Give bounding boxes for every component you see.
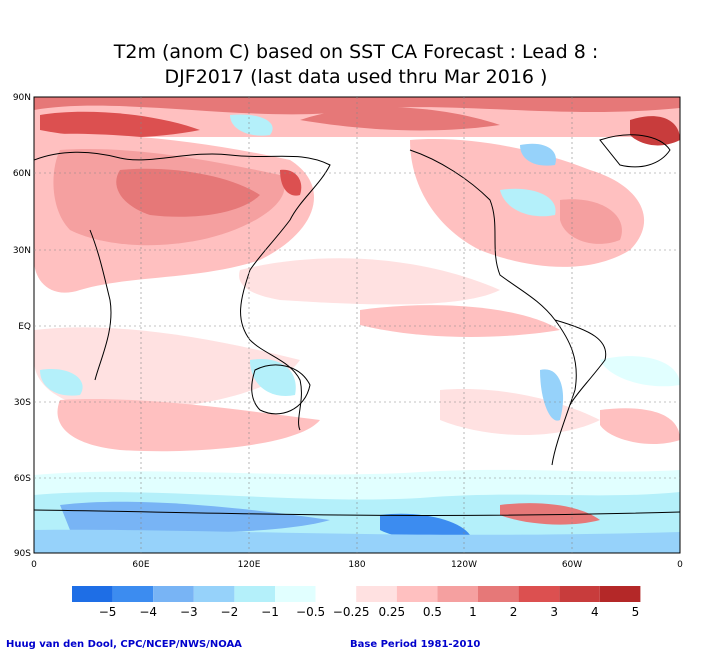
- lat-label: 90S: [14, 549, 31, 559]
- credit-author: Huug van den Dool, CPC/NCEP/NWS/NOAA: [6, 639, 242, 650]
- lat-label: 30N: [13, 246, 31, 256]
- colorbar-label: 4: [591, 605, 599, 619]
- latitude-labels: 90N 60N 30N EQ 30S 60S 90S: [13, 93, 31, 559]
- colorbar-label: −4: [139, 605, 157, 619]
- colorbar-label: −2: [221, 605, 239, 619]
- map-title: T2m (anom C) based on SST CA Forecast : …: [0, 40, 712, 90]
- lat-label: 60S: [14, 474, 31, 484]
- colorbar-swatch: [153, 586, 194, 602]
- base-period: Base Period 1981-2010: [350, 639, 481, 650]
- lat-label: 90N: [13, 93, 31, 103]
- colorbar-swatch: [234, 586, 275, 602]
- colorbar-label: −0.5: [296, 605, 325, 619]
- colorbar-swatch: [72, 586, 113, 602]
- colorbar-swatch: [478, 586, 519, 602]
- colorbar-swatch: [396, 586, 438, 602]
- colorbar-swatch: [275, 586, 316, 602]
- colorbar-label: −1: [261, 605, 279, 619]
- title-line-1: T2m (anom C) based on SST CA Forecast : …: [113, 41, 599, 63]
- title-line-2: DJF2017 (last data used thru Mar 2016 ): [164, 66, 548, 88]
- colorbar-label: 2: [510, 605, 518, 619]
- anomaly-field: [34, 97, 680, 553]
- colorbar-swatch: [518, 586, 560, 602]
- colorbar-label: −5: [99, 605, 117, 619]
- colorbar-label: −0.25: [333, 605, 370, 619]
- colorbar-swatch: [599, 586, 641, 602]
- colorbar-label: 5: [632, 605, 640, 619]
- lat-label: 30S: [14, 398, 31, 408]
- colorbar-swatch: [193, 586, 235, 602]
- lon-label: 60E: [132, 560, 149, 570]
- lat-label: 60N: [13, 169, 31, 179]
- lon-label: 180: [348, 560, 365, 570]
- lon-label: 0: [677, 560, 683, 570]
- colorbar-label: 3: [550, 605, 558, 619]
- colorbar-label: 1: [469, 605, 477, 619]
- colorbar: −5 −4 −3 −2 −1 −0.5 −0.25 0.25 0.5 1 2 3 4 5: [72, 586, 641, 619]
- colorbar-label: 0.5: [423, 605, 442, 619]
- lat-label: EQ: [18, 322, 31, 332]
- colorbar-label: 0.25: [378, 605, 405, 619]
- colorbar-swatch: [559, 586, 600, 602]
- graticule: [34, 97, 680, 553]
- colorbar-label: −3: [180, 605, 198, 619]
- lon-label: 60W: [562, 560, 582, 570]
- colorbar-swatch: [315, 586, 357, 602]
- lon-label: 120W: [451, 560, 477, 570]
- colorbar-swatch: [356, 586, 397, 602]
- lon-label: 0: [31, 560, 37, 570]
- longitude-labels: 0 60E 120E 180 120W 60W 0: [31, 560, 683, 570]
- colorbar-swatch: [437, 586, 478, 602]
- lon-label: 120E: [238, 560, 261, 570]
- colorbar-swatch: [112, 586, 154, 602]
